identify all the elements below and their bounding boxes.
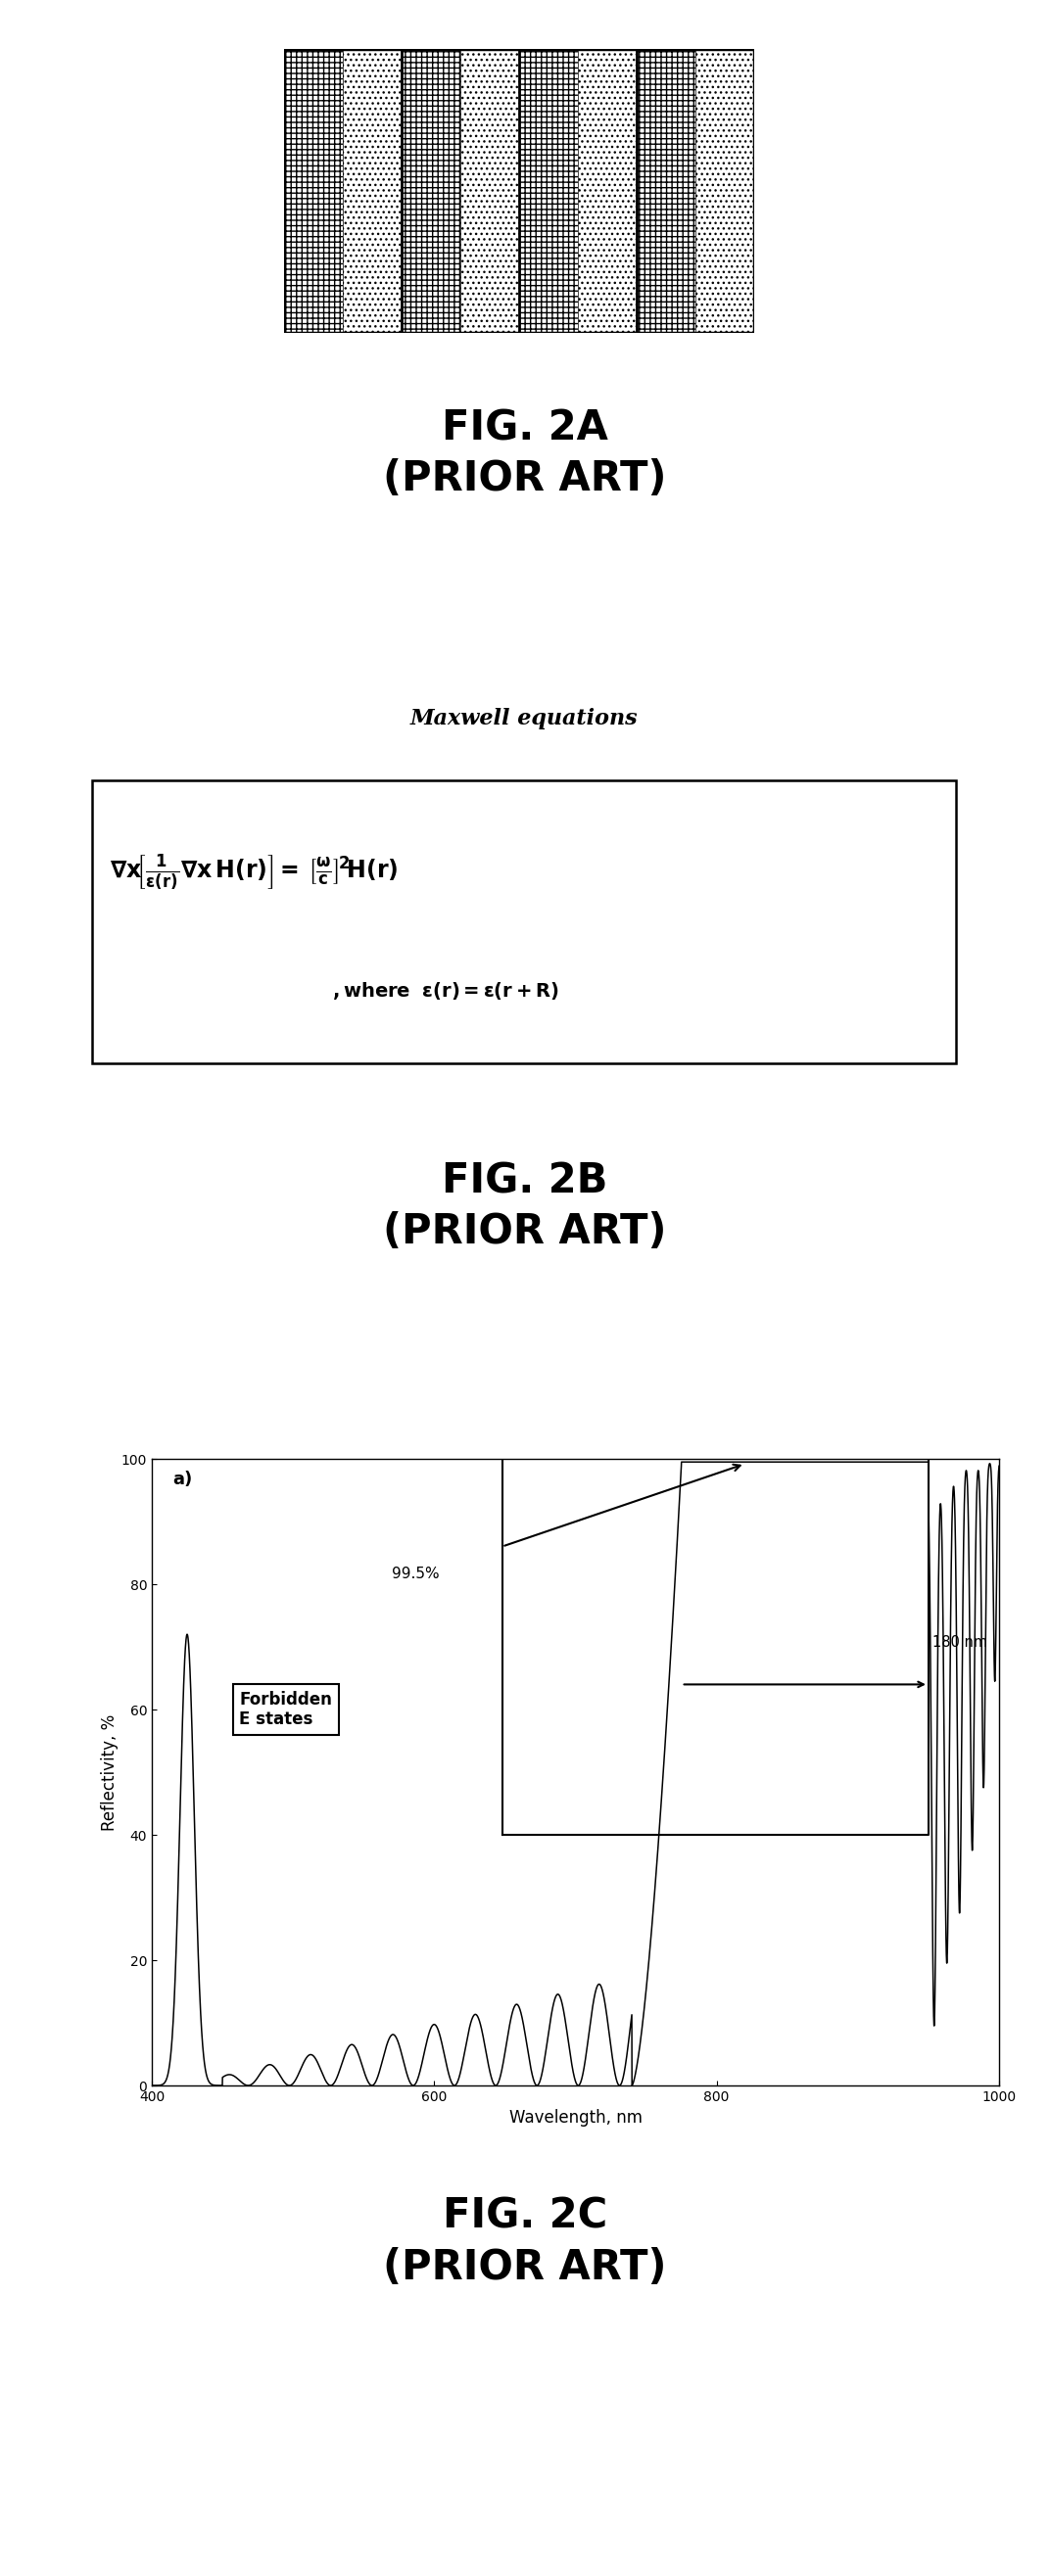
Bar [342,49,401,332]
Text: a): a) [173,1471,193,1489]
Text: Maxwell equations: Maxwell equations [411,708,638,729]
Bar [92,781,956,1064]
Text: FIG. 2C
(PRIOR ART): FIG. 2C (PRIOR ART) [383,2195,667,2287]
Text: 180 nm: 180 nm [932,1636,988,1649]
Text: FIG. 2B
(PRIOR ART): FIG. 2B (PRIOR ART) [383,1162,667,1252]
Bar [695,49,754,332]
Bar [285,49,342,332]
Y-axis label: Reflectivity, %: Reflectivity, % [101,1713,119,1832]
Bar [460,49,519,332]
Bar [636,49,695,332]
Text: 99.5%: 99.5% [392,1566,440,1582]
Text: $\mathbf{, where\ \ \varepsilon(r) = \varepsilon(r+R)}$: $\mathbf{, where\ \ \varepsilon(r) = \va… [332,979,560,1002]
Text: $\mathbf{\nabla x \!\left[\frac{1}{\varepsilon(r)}\nabla x\, H(r)\right] =\, \le: $\mathbf{\nabla x \!\left[\frac{1}{\vare… [110,853,399,891]
Bar [578,49,636,332]
Text: Forbidden
E states: Forbidden E states [239,1690,332,1728]
Text: FIG. 2A
(PRIOR ART): FIG. 2A (PRIOR ART) [383,407,667,500]
Bar [401,49,460,332]
X-axis label: Wavelength, nm: Wavelength, nm [509,2110,642,2128]
Bar [519,49,578,332]
